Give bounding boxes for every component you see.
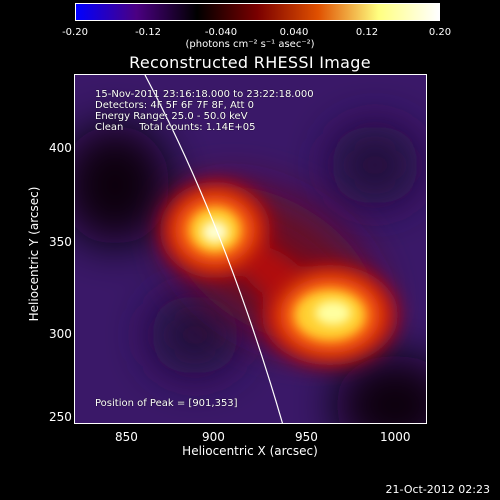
- y-tick: 400: [49, 141, 72, 155]
- colorbar-units: (photons cm⁻² s⁻¹ asec⁻²): [185, 39, 315, 50]
- y-tick: 350: [49, 235, 72, 249]
- energy-range-text: Energy Range: 25.0 - 50.0 keV: [95, 111, 248, 122]
- x-tick: 850: [115, 430, 138, 444]
- clean-text: Clean Total counts: 1.14E+05: [95, 122, 256, 133]
- image-plot: 15-Nov-2011 23:16:18.000 to 23:22:18.000…: [74, 74, 427, 424]
- y-tick: 250: [49, 410, 72, 424]
- sources-core: [202, 221, 351, 325]
- dark-lobes: [75, 125, 426, 423]
- colorbar-tick: 0.12: [355, 27, 379, 38]
- flux-image: [75, 75, 426, 423]
- x-axis-label: Heliocentric X (arcsec): [182, 444, 318, 458]
- colorbar: [75, 3, 440, 21]
- colorbar-tick: -0.20: [62, 27, 88, 38]
- plot-title: Reconstructed RHESSI Image: [129, 53, 371, 72]
- colorbar-tick: 0.20: [428, 27, 452, 38]
- x-tick: 1000: [380, 430, 411, 444]
- timestamp: 21-Oct-2012 02:23: [385, 483, 490, 496]
- solar-limb-line: [144, 75, 284, 423]
- peak-position-text: Position of Peak = [901,353]: [95, 398, 238, 409]
- time-range-text: 15-Nov-2011 23:16:18.000 to 23:22:18.000: [95, 89, 314, 100]
- y-tick: 300: [49, 327, 72, 341]
- colorbar-tick: 0.040: [279, 27, 309, 38]
- y-axis-label: Heliocentric Y (arcsec): [27, 186, 41, 322]
- colorbar-tick: -0.040: [204, 27, 238, 38]
- x-tick: 900: [202, 430, 225, 444]
- colorbar-tick: -0.12: [135, 27, 161, 38]
- x-tick: 950: [295, 430, 318, 444]
- detectors-text: Detectors: 4F 5F 6F 7F 8F, Att 0: [95, 100, 255, 111]
